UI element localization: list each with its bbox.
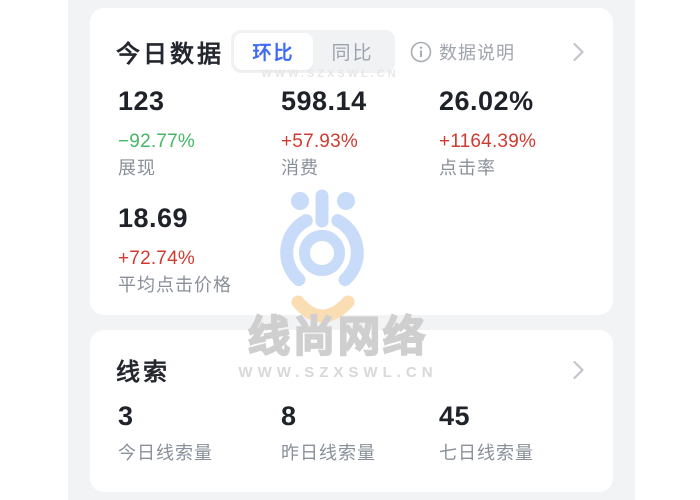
metric-label: 消费 (281, 158, 319, 178)
metric-value: 26.02% (439, 86, 534, 116)
metric-value: 45 (439, 401, 471, 431)
today-data-card: 今日数据 环比 同比 数据说明 123 −92.77% 展现 598.14 (90, 8, 613, 315)
chevron-right-icon (573, 42, 584, 61)
metric-impressions: 123 −92.77% 展现 (118, 86, 281, 179)
info-icon (410, 41, 432, 62)
metric-label: 平均点击价格 (118, 275, 232, 295)
metric-leads-today: 3 今日线索量 (118, 401, 281, 464)
today-metrics-row1: 123 −92.77% 展现 598.14 +57.93% 消费 26.02% … (90, 86, 613, 179)
metric-ctr: 26.02% +1164.39% 点击率 (439, 86, 613, 179)
chevron-right-icon (573, 360, 584, 379)
metric-label: 昨日线索量 (281, 443, 376, 463)
metric-change-0: −92.77% (118, 131, 195, 152)
leads-card: 线索 3 今日线索量 8 昨日线索量 45 七日线索量 (90, 330, 613, 492)
today-card-title: 今日数据 (116, 41, 224, 68)
today-card-chevron[interactable] (572, 41, 585, 63)
leads-card-title: 线索 (116, 359, 170, 386)
metric-label: 今日线索量 (118, 443, 213, 463)
metric-value: 3 (118, 401, 134, 431)
metric-label: 点击率 (439, 158, 496, 178)
today-card-header: 今日数据 环比 同比 数据说明 (90, 30, 613, 73)
data-info-button[interactable]: 数据说明 (410, 39, 515, 65)
metric-change-2: +1164.39% (439, 131, 537, 152)
metric-value: 598.14 (281, 86, 367, 116)
leads-card-chevron[interactable] (572, 359, 585, 381)
leads-card-header: 线索 (90, 352, 613, 387)
compare-toggle: 环比 同比 (231, 30, 395, 73)
metric-label: 七日线索量 (439, 443, 534, 463)
metric-value: 18.69 (118, 203, 189, 233)
metric-value: 123 (118, 86, 165, 116)
metric-value: 8 (281, 401, 297, 431)
metric-change-3: +72.74% (118, 248, 195, 269)
toggle-option-tongbi[interactable]: 同比 (331, 43, 374, 64)
metric-label: 展现 (118, 158, 156, 178)
toggle-option-huanbi[interactable]: 环比 (234, 33, 313, 70)
today-metrics-row2: 18.69 +72.74% 平均点击价格 (90, 203, 613, 296)
metric-change-1: +57.93% (281, 131, 358, 152)
metric-leads-7day: 45 七日线索量 (439, 401, 613, 464)
metric-leads-yesterday: 8 昨日线索量 (281, 401, 439, 464)
leads-metrics-row: 3 今日线索量 8 昨日线索量 45 七日线索量 (90, 401, 613, 464)
info-label: 数据说明 (439, 42, 515, 63)
metric-spend: 598.14 +57.93% 消费 (281, 86, 439, 179)
metric-avg-cpc: 18.69 +72.74% 平均点击价格 (118, 203, 281, 296)
